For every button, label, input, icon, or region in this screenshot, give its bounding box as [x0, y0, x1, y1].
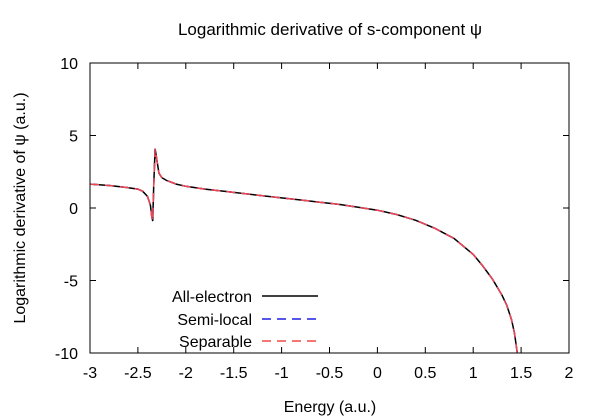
legend-label-semi-local: Semi-local	[177, 312, 252, 329]
series-line-separable	[89, 148, 519, 354]
x-tick-label: -1	[274, 365, 288, 382]
x-tick-label: -3	[83, 365, 97, 382]
y-tick-label: -5	[64, 274, 78, 291]
x-tick-label: -0.5	[316, 365, 344, 382]
legend-label-separable: Separable	[179, 334, 252, 351]
x-tick-label: 0.5	[414, 365, 436, 382]
legend-label-all-electron: All-electron	[172, 289, 252, 306]
legend: All-electron Semi-local Separable	[172, 289, 318, 351]
x-tick-label: -2	[179, 365, 193, 382]
plot-frame	[89, 62, 570, 354]
x-tick-label: 1.5	[510, 365, 532, 382]
data-lines	[89, 148, 519, 354]
x-tick-label: -2.5	[124, 365, 152, 382]
x-tick-label: 2	[565, 365, 574, 382]
x-tick-label: 1	[469, 365, 478, 382]
y-axis-label: Logarithmic derivative of ψ (a.u.)	[12, 92, 29, 323]
axis-ticks: -3 -2.5 -2 -1.5 -1 -0.5 0 0.5 1 1.5 2 -10 -5 0 5 10	[55, 56, 574, 382]
chart-title: Logarithmic derivative of s-component ψ	[178, 20, 482, 39]
y-tick-label: -10	[55, 346, 78, 363]
x-tick-label: 0	[373, 365, 382, 382]
y-tick-label: 10	[60, 56, 78, 73]
x-axis-label: Energy (a.u.)	[284, 399, 376, 416]
y-tick-label: 0	[69, 201, 78, 218]
y-tick-label: 5	[69, 129, 78, 146]
x-tick-label: -1.5	[220, 365, 248, 382]
